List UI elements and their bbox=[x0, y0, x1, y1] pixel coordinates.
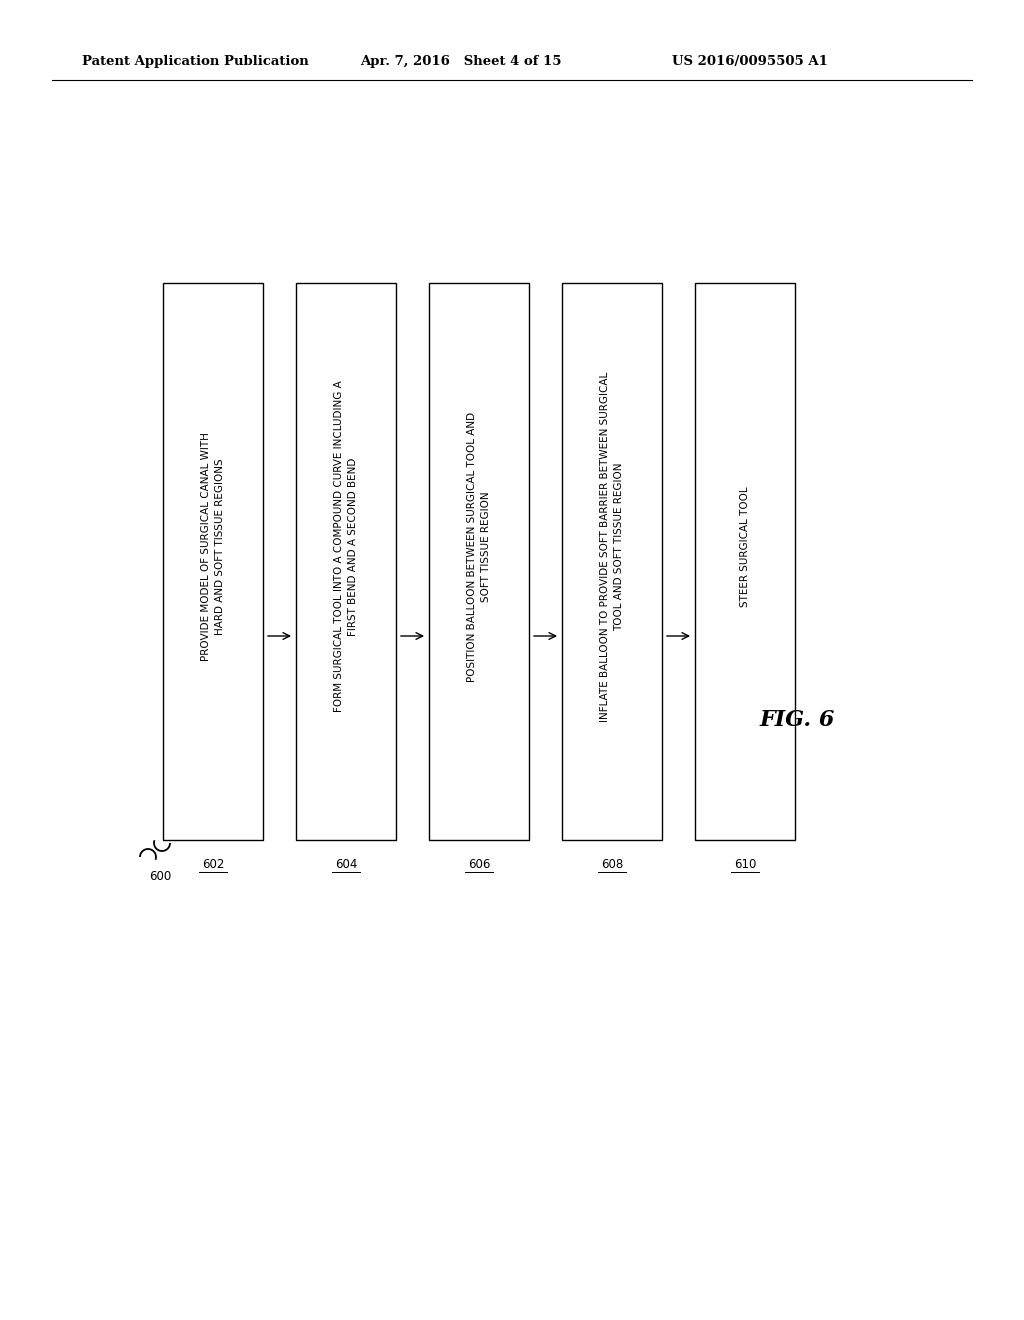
Text: 606: 606 bbox=[468, 858, 490, 871]
Text: FORM SURGICAL TOOL INTO A COMPOUND CURVE INCLUDING A
FIRST BEND AND A SECOND BEN: FORM SURGICAL TOOL INTO A COMPOUND CURVE… bbox=[335, 380, 357, 713]
Bar bbox=[163, 282, 263, 840]
Bar bbox=[562, 282, 662, 840]
Text: 604: 604 bbox=[335, 858, 357, 871]
Text: POSITION BALLOON BETWEEN SURGICAL TOOL AND
SOFT TISSUE REGION: POSITION BALLOON BETWEEN SURGICAL TOOL A… bbox=[467, 412, 490, 681]
Bar bbox=[429, 282, 529, 840]
Text: Patent Application Publication: Patent Application Publication bbox=[82, 55, 309, 69]
Text: PROVIDE MODEL OF SURGICAL CANAL WITH
HARD AND SOFT TISSUE REGIONS: PROVIDE MODEL OF SURGICAL CANAL WITH HAR… bbox=[202, 432, 224, 661]
Bar bbox=[695, 282, 795, 840]
Text: Apr. 7, 2016   Sheet 4 of 15: Apr. 7, 2016 Sheet 4 of 15 bbox=[360, 55, 561, 69]
Text: 608: 608 bbox=[601, 858, 624, 871]
Text: STEER SURGICAL TOOL: STEER SURGICAL TOOL bbox=[740, 486, 750, 607]
Text: 600: 600 bbox=[148, 870, 171, 883]
Bar bbox=[296, 282, 396, 840]
Text: 610: 610 bbox=[734, 858, 756, 871]
Text: FIG. 6: FIG. 6 bbox=[760, 709, 836, 731]
Text: INFLATE BALLOON TO PROVIDE SOFT BARRIER BETWEEN SURGICAL
TOOL AND SOFT TISSUE RE: INFLATE BALLOON TO PROVIDE SOFT BARRIER … bbox=[600, 371, 624, 722]
Text: US 2016/0095505 A1: US 2016/0095505 A1 bbox=[672, 55, 827, 69]
Text: 602: 602 bbox=[202, 858, 224, 871]
